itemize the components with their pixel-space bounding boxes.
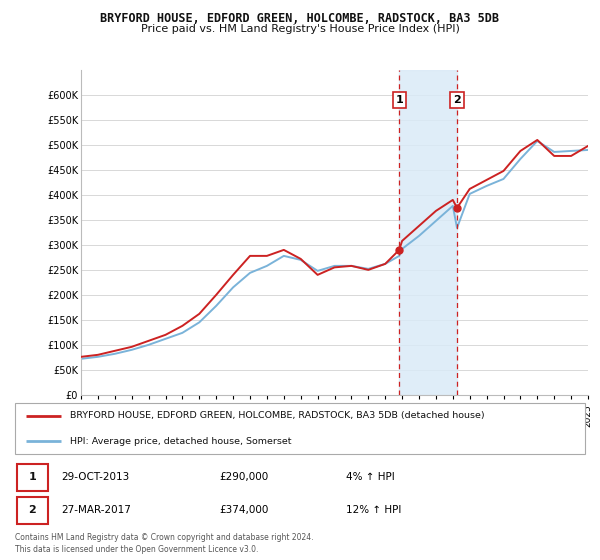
FancyBboxPatch shape [15,403,585,454]
Text: BRYFORD HOUSE, EDFORD GREEN, HOLCOMBE, RADSTOCK, BA3 5DB: BRYFORD HOUSE, EDFORD GREEN, HOLCOMBE, R… [101,12,499,25]
Text: 4% ↑ HPI: 4% ↑ HPI [346,473,395,482]
Text: 1: 1 [395,95,403,105]
Text: BRYFORD HOUSE, EDFORD GREEN, HOLCOMBE, RADSTOCK, BA3 5DB (detached house): BRYFORD HOUSE, EDFORD GREEN, HOLCOMBE, R… [70,411,484,420]
Bar [399,70,457,395]
FancyBboxPatch shape [17,497,48,524]
Text: 2: 2 [453,95,461,105]
Text: 2: 2 [28,505,36,515]
Text: £290,000: £290,000 [220,473,269,482]
Text: Price paid vs. HM Land Registry's House Price Index (HPI): Price paid vs. HM Land Registry's House … [140,24,460,34]
Text: 27-MAR-2017: 27-MAR-2017 [61,505,131,515]
Text: HPI: Average price, detached house, Somerset: HPI: Average price, detached house, Some… [70,437,291,446]
Text: 12% ↑ HPI: 12% ↑ HPI [346,505,401,515]
Text: Contains HM Land Registry data © Crown copyright and database right 2024.
This d: Contains HM Land Registry data © Crown c… [15,533,314,554]
Text: 1: 1 [28,473,36,482]
Text: 29-OCT-2013: 29-OCT-2013 [61,473,129,482]
Text: £374,000: £374,000 [220,505,269,515]
FancyBboxPatch shape [17,464,48,491]
